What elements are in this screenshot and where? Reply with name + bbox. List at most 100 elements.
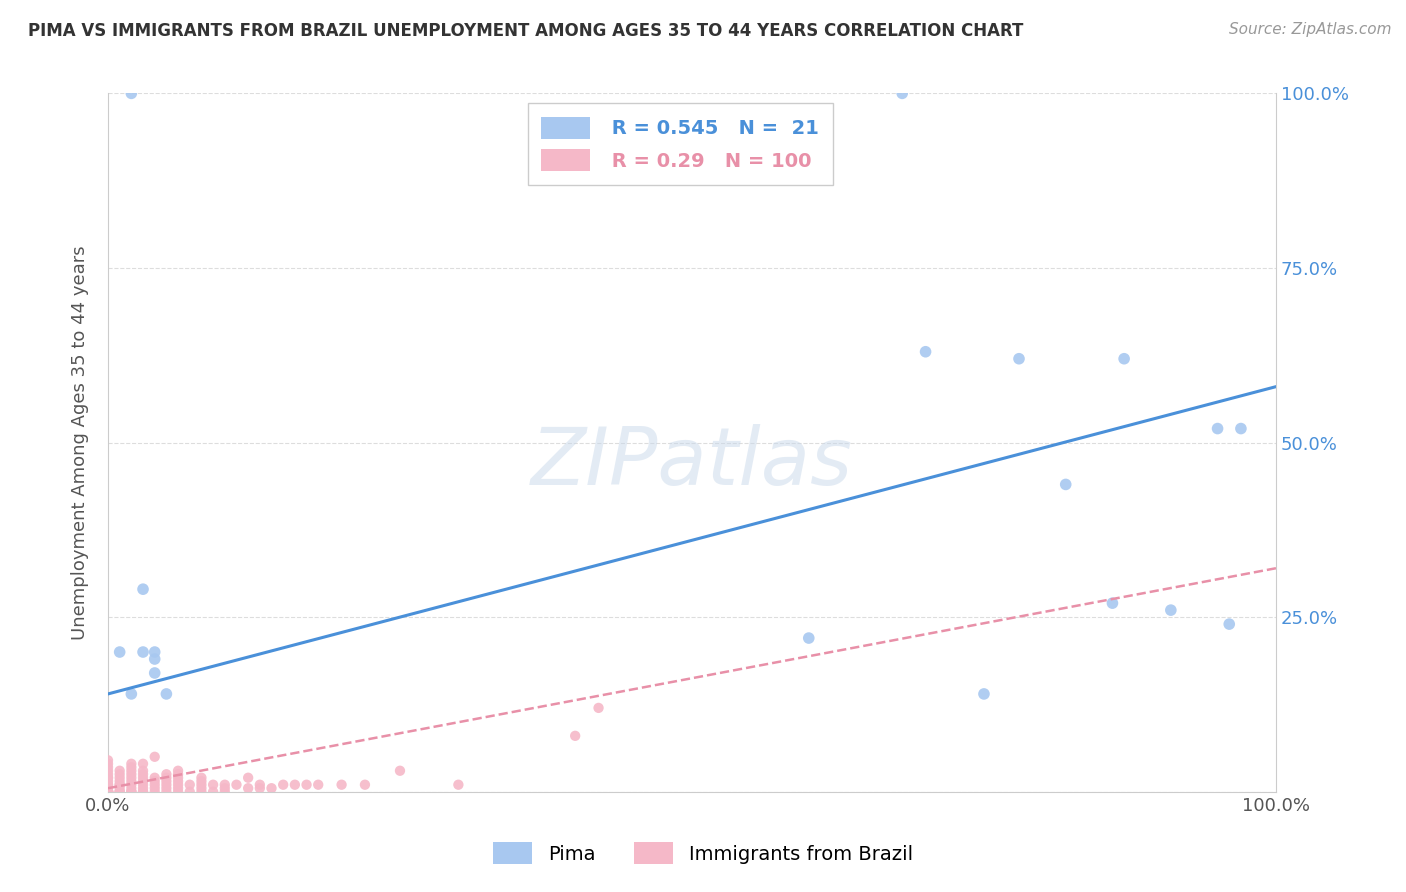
Point bbox=[120, 778, 142, 792]
Point bbox=[236, 771, 259, 785]
Text: ZIPatlas: ZIPatlas bbox=[531, 425, 853, 502]
Point bbox=[167, 778, 190, 792]
Point bbox=[155, 781, 177, 796]
Point bbox=[132, 785, 155, 799]
Point bbox=[108, 764, 131, 778]
Point bbox=[167, 785, 190, 799]
Point bbox=[97, 781, 120, 796]
Point bbox=[132, 785, 155, 799]
Point bbox=[1101, 596, 1123, 610]
Point bbox=[1206, 421, 1229, 435]
Text: PIMA VS IMMIGRANTS FROM BRAZIL UNEMPLOYMENT AMONG AGES 35 TO 44 YEARS CORRELATIO: PIMA VS IMMIGRANTS FROM BRAZIL UNEMPLOYM… bbox=[28, 22, 1024, 40]
Point bbox=[108, 778, 131, 792]
Point bbox=[214, 785, 236, 799]
Point bbox=[120, 767, 142, 781]
Point bbox=[120, 785, 142, 799]
Point bbox=[120, 687, 142, 701]
Point bbox=[97, 785, 120, 799]
Point bbox=[108, 645, 131, 659]
Point bbox=[132, 645, 155, 659]
Point bbox=[1230, 421, 1253, 435]
Point bbox=[202, 785, 225, 799]
Point bbox=[97, 785, 120, 799]
Point bbox=[143, 778, 166, 792]
Point bbox=[1054, 477, 1077, 491]
Point bbox=[120, 760, 142, 774]
Point bbox=[108, 785, 131, 799]
Point bbox=[167, 781, 190, 796]
Point bbox=[97, 785, 120, 799]
Point bbox=[190, 771, 212, 785]
Point bbox=[108, 781, 131, 796]
Point bbox=[155, 774, 177, 789]
Point bbox=[97, 785, 120, 799]
Point bbox=[120, 764, 142, 778]
Point bbox=[97, 785, 120, 799]
Point bbox=[167, 764, 190, 778]
Point bbox=[179, 778, 201, 792]
Y-axis label: Unemployment Among Ages 35 to 44 years: Unemployment Among Ages 35 to 44 years bbox=[72, 245, 89, 640]
Point bbox=[132, 771, 155, 785]
Point bbox=[143, 774, 166, 789]
Point bbox=[97, 785, 120, 799]
Point bbox=[108, 778, 131, 792]
Point bbox=[155, 771, 177, 785]
Point bbox=[132, 756, 155, 771]
Point bbox=[132, 778, 155, 792]
Point bbox=[447, 778, 470, 792]
Point bbox=[97, 771, 120, 785]
Text: Source: ZipAtlas.com: Source: ZipAtlas.com bbox=[1229, 22, 1392, 37]
Point bbox=[120, 756, 142, 771]
Point bbox=[179, 785, 201, 799]
Point bbox=[97, 785, 120, 799]
Point bbox=[797, 631, 820, 645]
Point bbox=[97, 764, 120, 778]
Point bbox=[120, 87, 142, 101]
Point bbox=[108, 785, 131, 799]
Point bbox=[284, 778, 307, 792]
Point bbox=[236, 781, 259, 796]
Point bbox=[97, 771, 120, 785]
Point bbox=[120, 771, 142, 785]
Point bbox=[973, 687, 995, 701]
Point bbox=[97, 767, 120, 781]
Point bbox=[249, 781, 271, 796]
Point bbox=[167, 767, 190, 781]
Point bbox=[97, 785, 120, 799]
Point bbox=[97, 760, 120, 774]
Point bbox=[97, 785, 120, 799]
Point bbox=[260, 781, 283, 796]
Point bbox=[1114, 351, 1136, 366]
Point bbox=[97, 753, 120, 767]
Point bbox=[143, 645, 166, 659]
Point bbox=[120, 781, 142, 796]
Point bbox=[1160, 603, 1182, 617]
Point bbox=[167, 771, 190, 785]
Point bbox=[295, 778, 318, 792]
Point bbox=[155, 778, 177, 792]
Point bbox=[97, 778, 120, 792]
Point bbox=[132, 781, 155, 796]
Point bbox=[97, 785, 120, 799]
Point bbox=[271, 778, 294, 792]
Point bbox=[108, 771, 131, 785]
Point bbox=[132, 774, 155, 789]
Point bbox=[143, 781, 166, 796]
Point bbox=[108, 774, 131, 789]
Point bbox=[143, 665, 166, 680]
Point bbox=[190, 785, 212, 799]
Point bbox=[330, 778, 353, 792]
Point bbox=[564, 729, 586, 743]
Point bbox=[1008, 351, 1031, 366]
Point bbox=[97, 774, 120, 789]
Point bbox=[225, 778, 247, 792]
Point bbox=[143, 652, 166, 666]
Point bbox=[108, 767, 131, 781]
Point bbox=[143, 785, 166, 799]
Legend: Pima, Immigrants from Brazil: Pima, Immigrants from Brazil bbox=[484, 833, 922, 873]
Point bbox=[249, 778, 271, 792]
Point bbox=[97, 778, 120, 792]
Point bbox=[214, 778, 236, 792]
Point bbox=[120, 785, 142, 799]
Point bbox=[132, 767, 155, 781]
